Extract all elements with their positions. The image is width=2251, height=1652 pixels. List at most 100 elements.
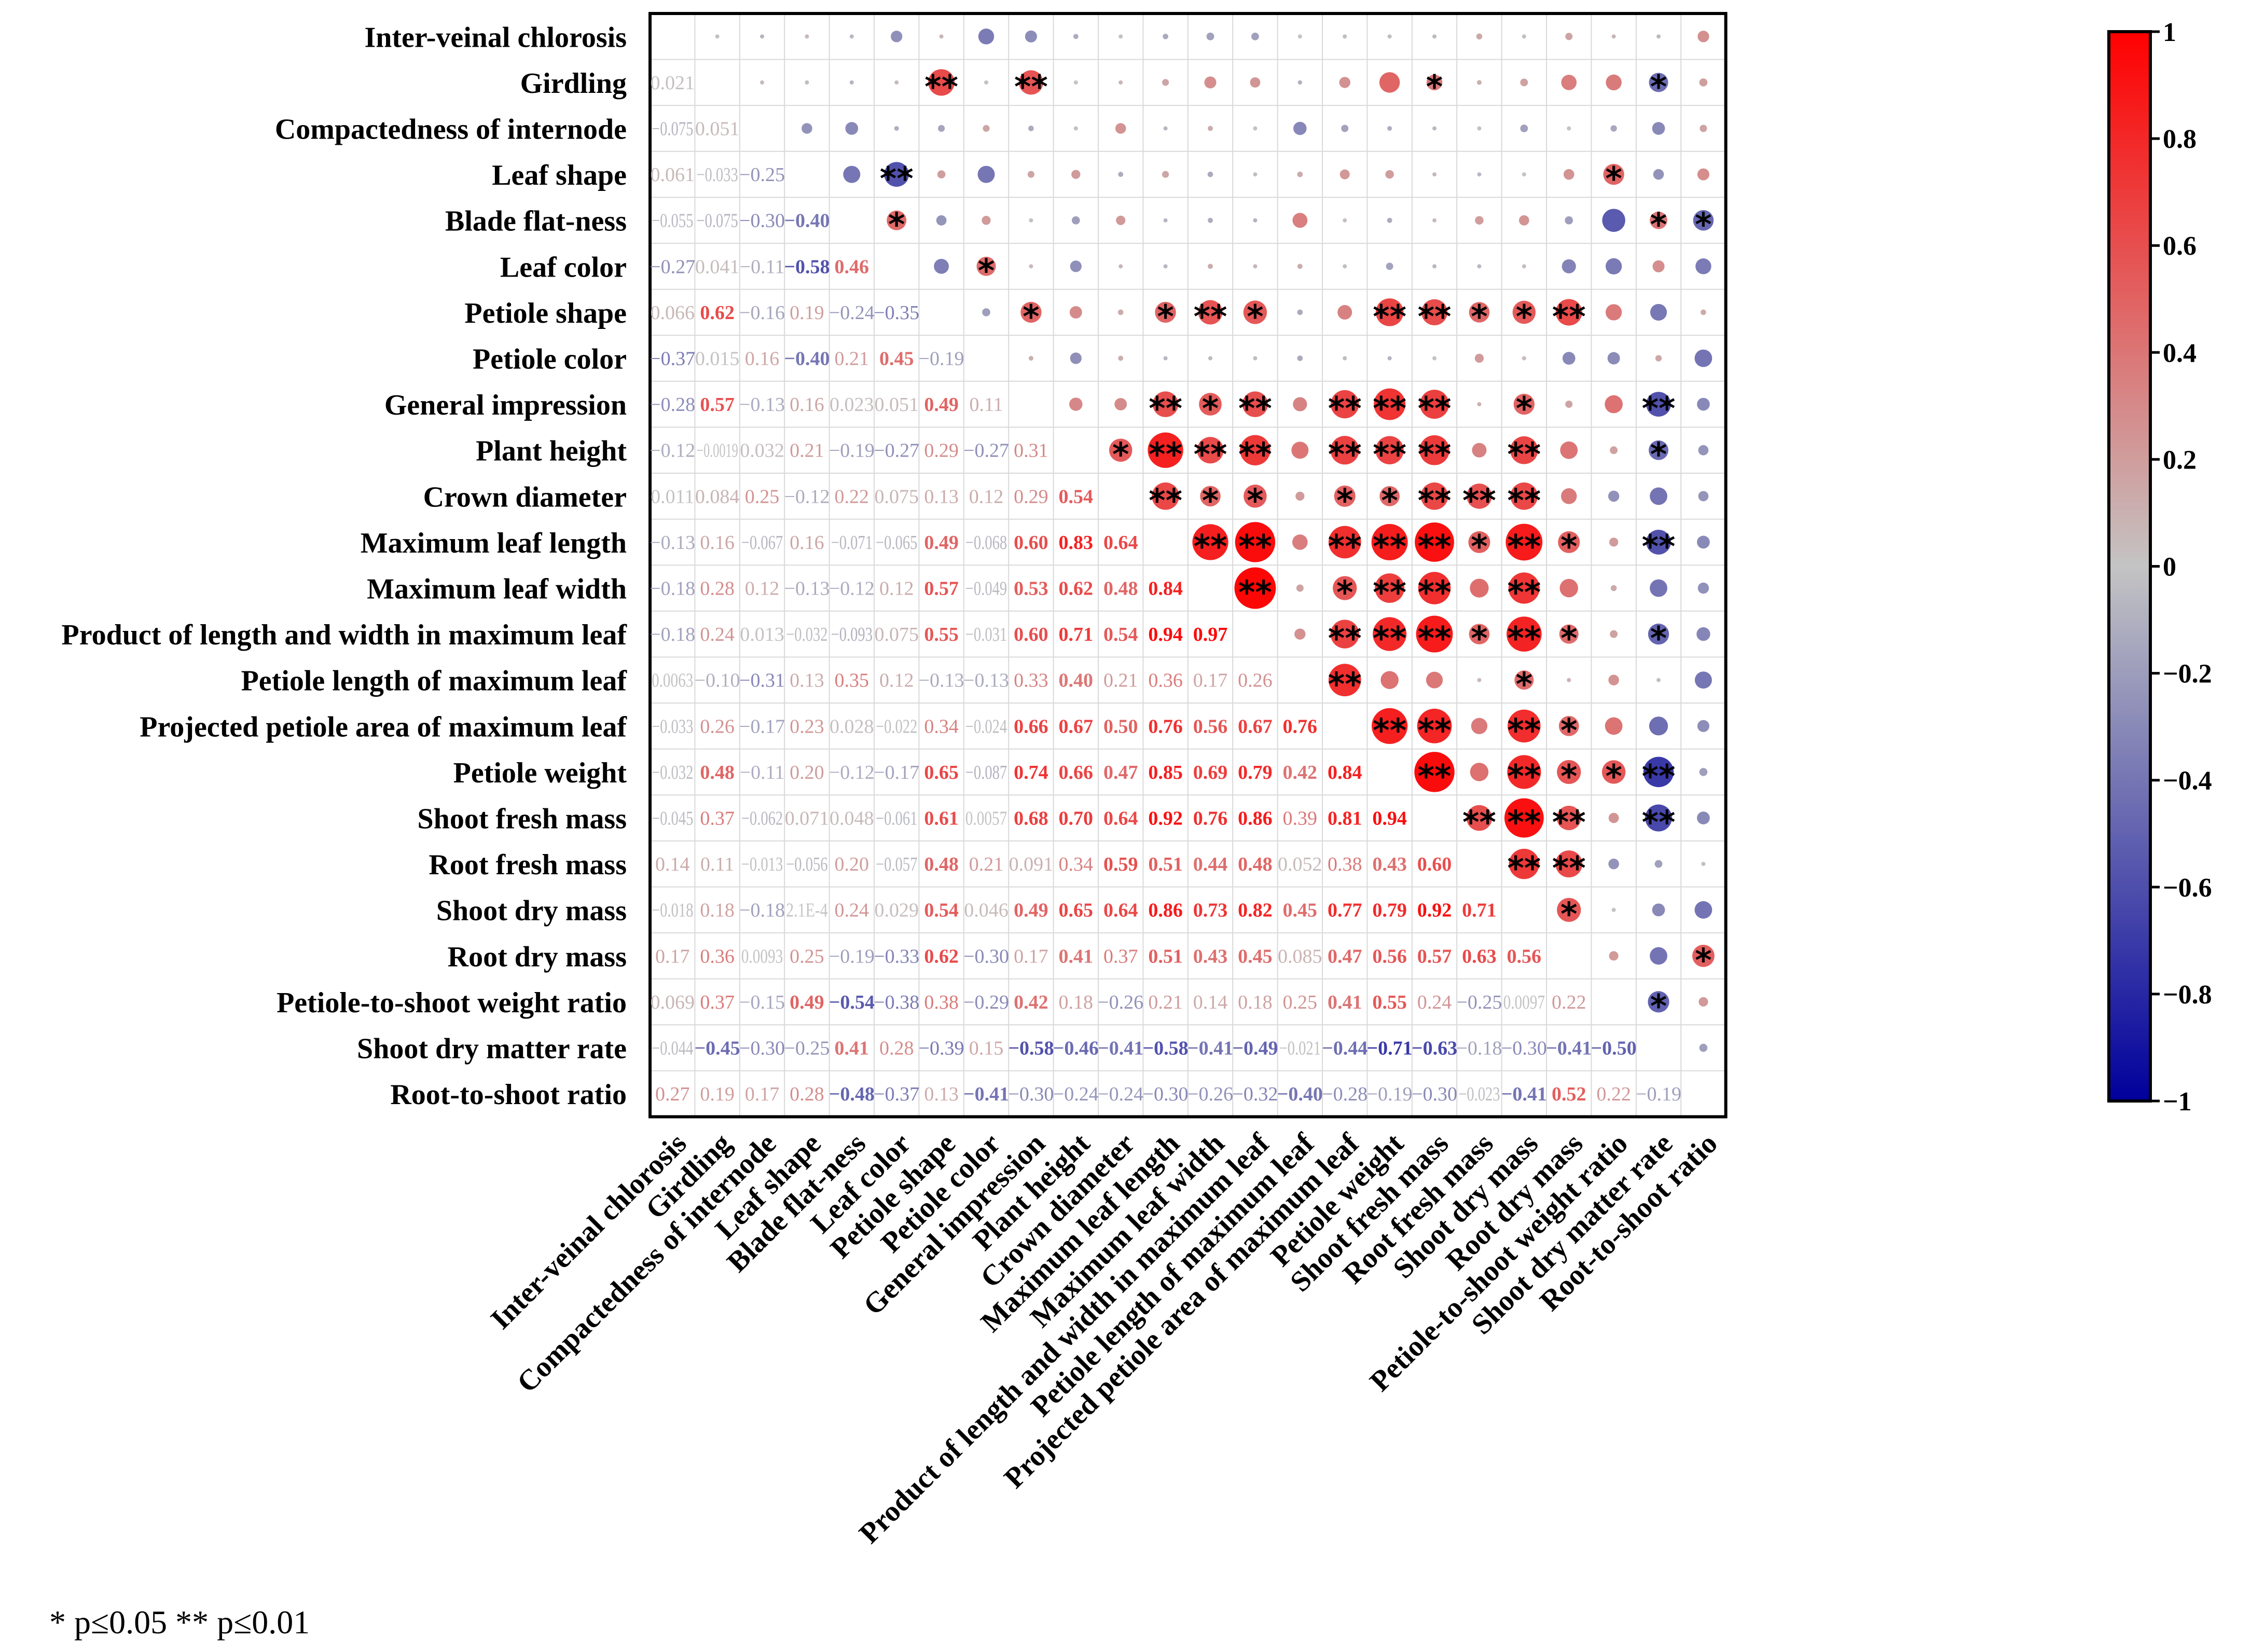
correlation-circle bbox=[1421, 299, 1448, 326]
correlation-value-label: 0.21 bbox=[790, 440, 824, 462]
correlation-value-label: 0.76 bbox=[1193, 808, 1228, 830]
correlation-circle bbox=[1192, 524, 1228, 560]
correlation-value-label: 0.28 bbox=[879, 1038, 914, 1059]
correlation-circle bbox=[1386, 263, 1393, 270]
correlation-circle bbox=[1698, 997, 1708, 1007]
correlation-value-label: −0.27 bbox=[963, 440, 1009, 462]
correlation-value-label: −0.41 bbox=[1098, 1038, 1143, 1059]
correlation-circle bbox=[1387, 34, 1392, 39]
correlation-circle bbox=[1555, 850, 1583, 878]
correlation-value-label: −0.38 bbox=[874, 992, 919, 1013]
correlation-circle bbox=[1070, 352, 1082, 364]
row-label-petiole-shape: Petiole shape bbox=[464, 297, 627, 329]
correlation-value-label: 0.028 bbox=[830, 715, 874, 737]
correlation-circle bbox=[1163, 33, 1168, 39]
correlation-value-label: −0.44 bbox=[1322, 1038, 1368, 1059]
correlation-circle bbox=[1567, 126, 1571, 131]
correlation-circle bbox=[1331, 390, 1359, 419]
significance-mark: * bbox=[1381, 481, 1398, 519]
colorbar-tick-label: 0 bbox=[2163, 553, 2176, 582]
correlation-value-label: 0.84 bbox=[1148, 578, 1183, 600]
correlation-value-label: 0.21 bbox=[1148, 992, 1183, 1013]
correlation-value-label: −0.41 bbox=[1546, 1038, 1592, 1059]
significance-mark: ** bbox=[1194, 436, 1227, 474]
correlation-circle bbox=[1558, 531, 1580, 553]
correlation-circle bbox=[849, 34, 854, 39]
correlation-circle bbox=[1339, 169, 1350, 180]
correlation-value-label: 0.57 bbox=[700, 394, 735, 416]
correlation-value-label: −0.48 bbox=[829, 1083, 875, 1105]
correlation-value-label: −0.067 bbox=[741, 532, 783, 554]
correlation-circle bbox=[1426, 74, 1443, 91]
correlation-circle bbox=[1071, 216, 1080, 225]
significance-mark: * bbox=[1247, 481, 1263, 519]
correlation-value-label: 0.21 bbox=[969, 853, 1004, 875]
significance-mark: * bbox=[1605, 160, 1622, 198]
correlation-value-label: −0.18 bbox=[1456, 1038, 1502, 1059]
correlation-value-label: 0.19 bbox=[700, 1083, 735, 1105]
correlation-value-label: −0.30 bbox=[1008, 1083, 1054, 1105]
correlation-circle bbox=[1470, 579, 1489, 598]
significance-mark: ** bbox=[1507, 620, 1541, 657]
correlation-circle bbox=[1561, 75, 1577, 90]
correlation-circle bbox=[1163, 264, 1168, 269]
correlation-circle bbox=[1504, 798, 1544, 838]
correlation-value-label: 0.45 bbox=[1283, 900, 1318, 921]
correlation-value-label: 0.0063 bbox=[652, 670, 693, 692]
correlation-value-label: −0.27 bbox=[874, 440, 919, 462]
correlation-value-label: −0.032 bbox=[652, 762, 693, 783]
correlation-value-label: 0.51 bbox=[1148, 853, 1183, 875]
significance-mark: * bbox=[1157, 298, 1173, 336]
correlation-value-label: 0.83 bbox=[1059, 532, 1094, 554]
correlation-circle bbox=[1385, 170, 1394, 179]
correlation-circle bbox=[1508, 709, 1541, 743]
correlation-circle bbox=[1472, 443, 1487, 458]
correlation-circle bbox=[1555, 299, 1582, 326]
correlation-circle bbox=[928, 69, 955, 96]
correlation-value-label: 0.051 bbox=[695, 118, 740, 140]
significance-mark: * bbox=[1650, 620, 1667, 657]
correlation-value-label: −0.013 bbox=[741, 853, 783, 875]
correlation-value-label: −0.018 bbox=[652, 900, 693, 921]
correlation-value-label: 0.28 bbox=[700, 578, 735, 600]
correlation-circle bbox=[1163, 218, 1168, 223]
significance-mark: * bbox=[1516, 298, 1532, 336]
significance-mark: ** bbox=[1418, 481, 1452, 519]
correlation-value-label: 0.68 bbox=[1014, 808, 1048, 830]
correlation-value-label: −0.17 bbox=[739, 715, 785, 737]
correlation-circle bbox=[1513, 393, 1535, 415]
correlation-circle bbox=[984, 80, 988, 85]
row-label-maximum-leaf-width: Maximum leaf width bbox=[367, 573, 627, 605]
correlation-value-label: −0.30 bbox=[1501, 1038, 1547, 1059]
row-label-root-dry-mass: Root dry mass bbox=[448, 941, 627, 973]
significance-mark: * bbox=[1560, 896, 1577, 933]
correlation-circle bbox=[1562, 352, 1576, 365]
correlation-circle bbox=[1414, 752, 1455, 792]
correlation-value-label: −0.40 bbox=[784, 348, 830, 370]
correlation-circle bbox=[1514, 670, 1534, 690]
correlation-circle bbox=[1518, 215, 1529, 226]
correlation-value-label: 0.011 bbox=[651, 486, 694, 507]
correlation-value-label: 0.16 bbox=[745, 348, 780, 370]
correlation-value-label: 0.18 bbox=[1238, 992, 1273, 1013]
correlation-circle bbox=[1701, 309, 1706, 315]
correlation-circle bbox=[1250, 77, 1261, 88]
correlation-circle bbox=[982, 308, 990, 316]
correlation-value-label: 0.47 bbox=[1103, 762, 1138, 783]
colorbar-tick-label: 0.4 bbox=[2163, 338, 2197, 368]
correlation-value-label: 0.65 bbox=[1059, 900, 1094, 921]
correlation-value-label: 0.86 bbox=[1148, 900, 1183, 921]
correlation-circle bbox=[1522, 172, 1526, 177]
correlation-value-label: 0.76 bbox=[1283, 715, 1318, 737]
significance-mark: ** bbox=[1462, 481, 1496, 519]
correlation-value-label: 0.64 bbox=[1103, 532, 1138, 554]
correlation-circle bbox=[1243, 300, 1267, 324]
correlation-circle bbox=[1328, 664, 1361, 697]
correlation-circle bbox=[887, 210, 907, 230]
correlation-circle bbox=[1204, 76, 1217, 89]
correlation-value-label: 0.60 bbox=[1014, 532, 1048, 554]
correlation-circle bbox=[715, 34, 720, 39]
correlation-circle bbox=[1242, 391, 1268, 417]
correlation-value-label: −0.18 bbox=[650, 578, 695, 600]
